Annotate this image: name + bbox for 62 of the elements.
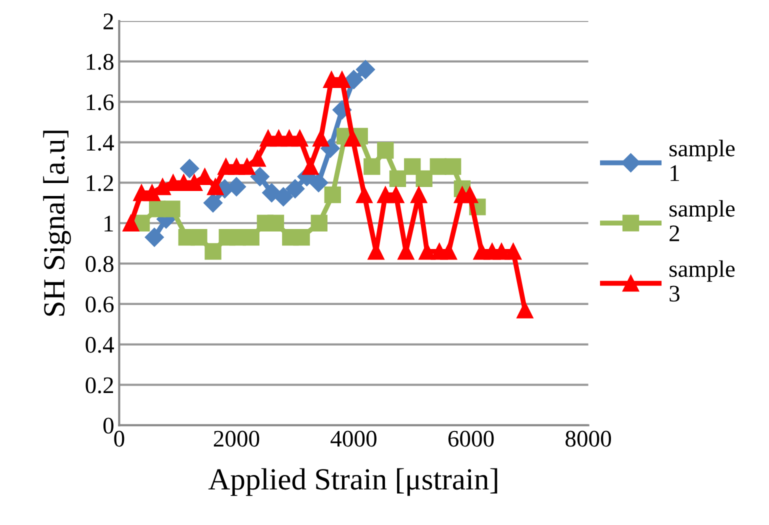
y-tick-label: 1 [104,216,113,232]
point [207,178,224,196]
point [293,228,310,246]
point [364,158,380,175]
legend-label: sample 3 [670,260,735,302]
point [204,243,222,260]
point [388,186,404,204]
point [344,70,364,90]
point [404,158,421,175]
legend-label: sample 2 [670,200,735,242]
point [267,214,284,232]
point [190,228,208,246]
y-tick-label: 1.6 [86,94,114,110]
point [286,179,305,198]
point [180,159,200,178]
point [440,243,458,260]
point [238,158,256,175]
x-tick-label: 8000 [566,430,611,447]
point [493,243,510,260]
y-tick-label: 0.6 [86,296,114,313]
x-tick-label: 6000 [448,430,494,447]
point [344,130,361,147]
x-tick-label: 4000 [330,430,376,447]
point [302,158,319,175]
x-axis-title: Applied Strain [μstrain] [208,468,498,496]
point [444,158,462,175]
point [389,170,406,187]
point [250,167,270,186]
point [356,186,373,204]
point [320,138,340,158]
point [274,187,293,206]
legend-label: sample 1 [670,140,735,181]
point [410,186,428,204]
point [356,60,375,80]
point [242,228,260,246]
point [144,184,160,202]
point [203,193,223,212]
point [310,214,328,232]
point [312,130,330,147]
point [164,200,180,218]
point [516,302,534,318]
y-tick-label: 0.2 [86,377,114,394]
y-tick-label: 0.4 [86,336,114,353]
point [462,186,478,204]
point [122,214,140,232]
x-tick-label: 0 [114,430,124,447]
point [144,228,164,247]
point [416,170,432,187]
y-tick-label: 0.8 [86,256,114,272]
point [377,142,394,159]
y-tick-label: 0 [103,418,114,434]
x-tick-label: 2000 [214,430,260,447]
point [418,243,436,260]
y-tick-label: 1.8 [86,54,114,70]
y-axis-title: SH Signal [a.u] [43,130,71,316]
point [309,173,328,192]
y-tick-label: 1.2 [86,175,114,192]
point [324,186,341,204]
point [504,243,522,260]
point [291,130,308,147]
y-tick-label: 1.4 [86,134,114,151]
y-tick-label: 2 [104,14,114,30]
